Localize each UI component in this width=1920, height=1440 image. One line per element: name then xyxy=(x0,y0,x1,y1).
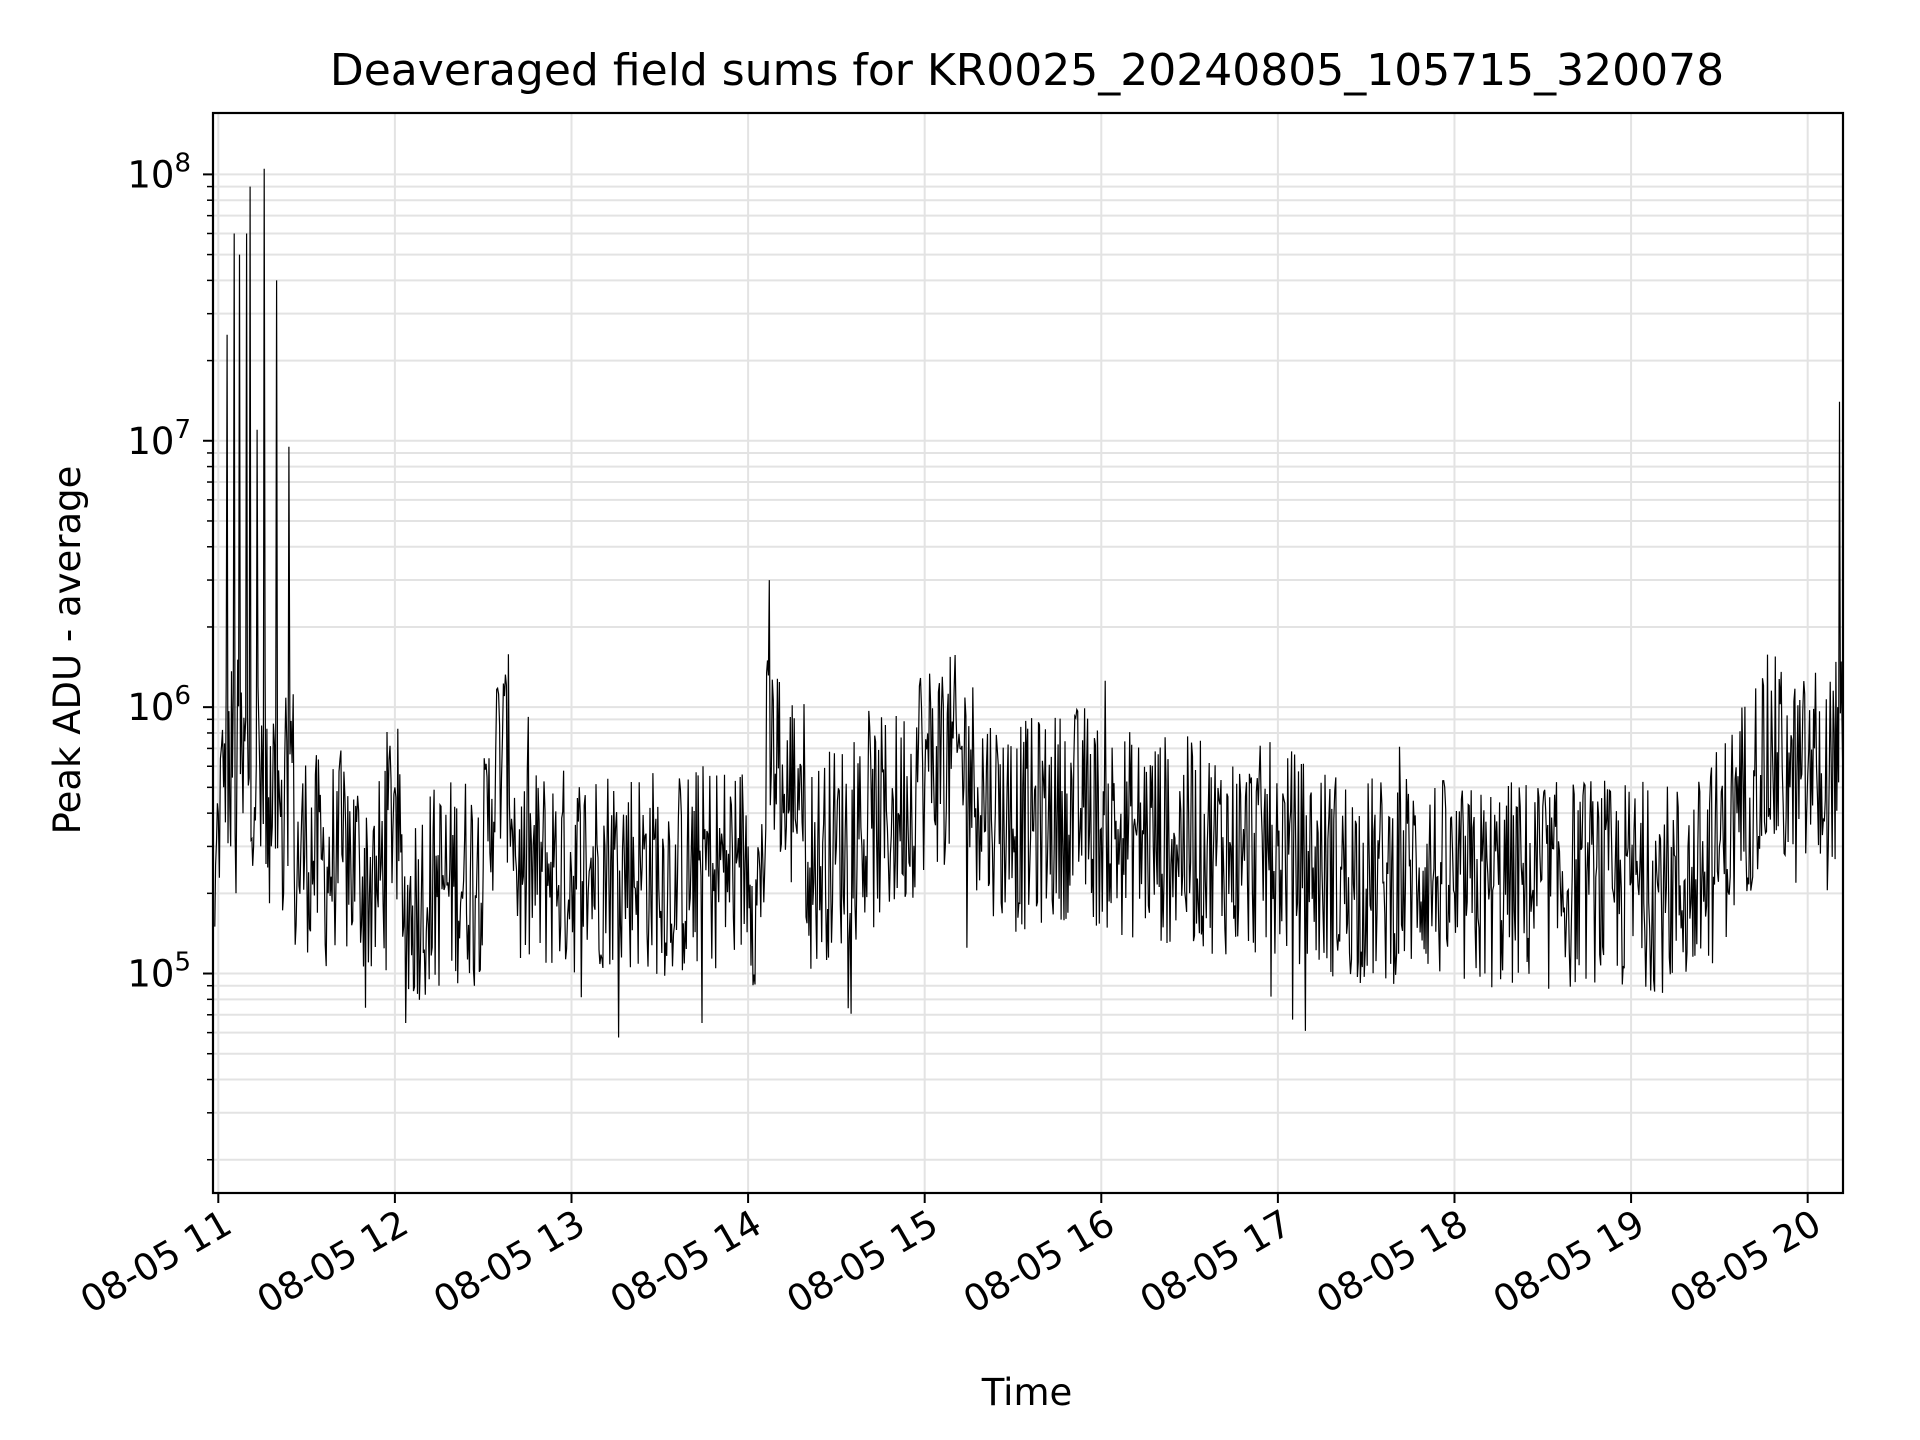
y-tick-label: 107 xyxy=(127,415,191,463)
series-line xyxy=(214,168,1844,1038)
y-tick-label: 105 xyxy=(127,948,191,996)
data-series xyxy=(214,168,1844,1038)
y-axis-label: Peak ADU - average xyxy=(46,466,89,835)
y-tick-label: 108 xyxy=(127,148,191,196)
y-axis-ticks: 105 106 107 108 xyxy=(127,148,213,1161)
chart-title: Deaveraged field sums for KR0025_2024080… xyxy=(330,45,1724,96)
y-tick-label: 106 xyxy=(127,681,191,729)
x-axis-label: Time xyxy=(981,1371,1073,1414)
plot-area-frame xyxy=(211,111,1845,1195)
